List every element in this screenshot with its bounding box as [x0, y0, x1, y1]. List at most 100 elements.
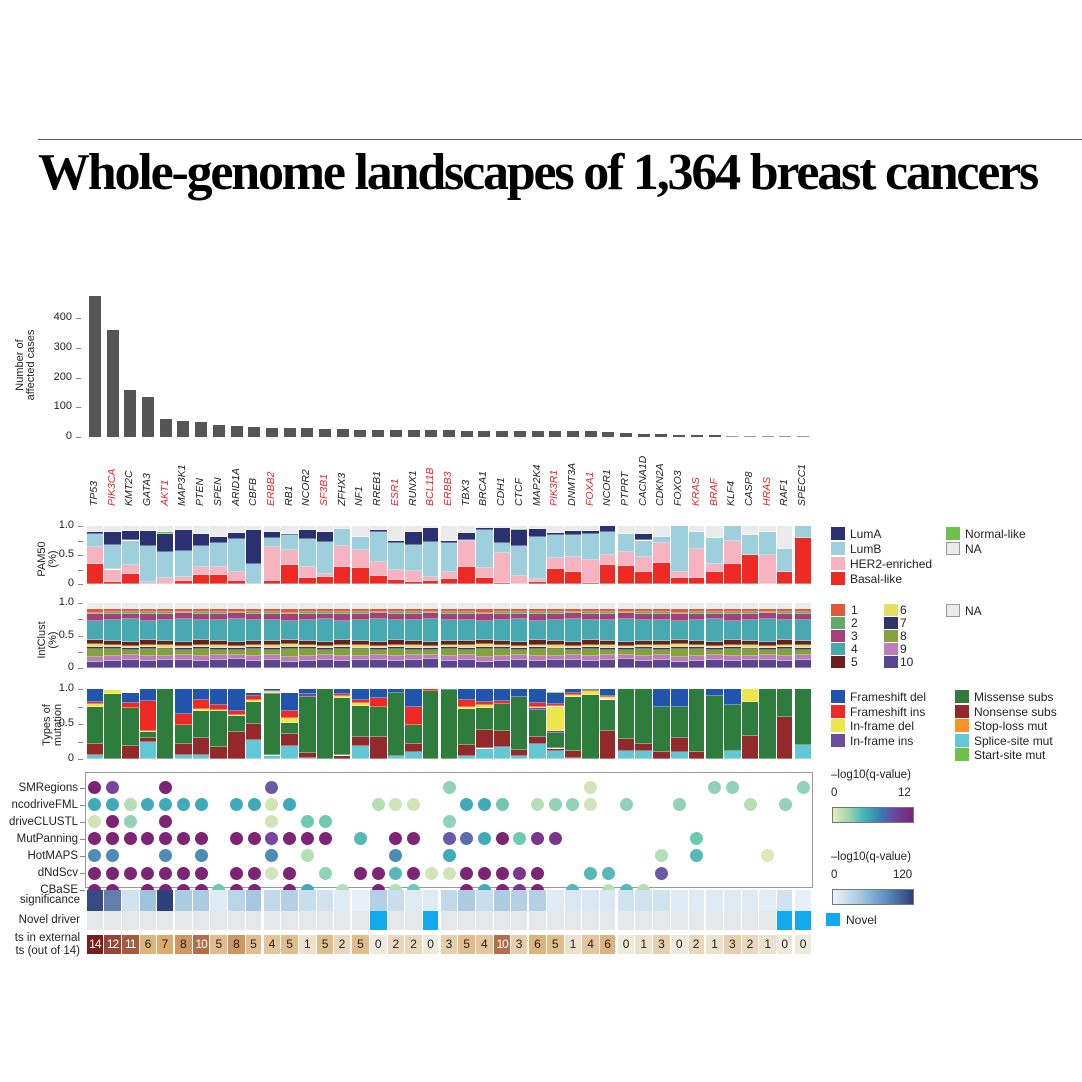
intclust-segment — [298, 612, 316, 614]
intclust-segment — [794, 603, 812, 609]
intclust-segment — [387, 640, 405, 645]
intclust-segment — [511, 603, 527, 609]
intclust-segment — [104, 655, 121, 661]
method-dot — [88, 866, 102, 880]
intclust-segment — [688, 612, 704, 614]
bar-klf4 — [726, 435, 739, 437]
mutation-segment — [600, 697, 616, 700]
intclust-legend-label: 3 — [851, 629, 858, 643]
pam50-ytick-mark — [78, 555, 83, 556]
mutation-segment — [546, 706, 564, 731]
gene-label-akt1: AKT1 — [158, 479, 171, 506]
pam50-segment — [670, 578, 688, 584]
mutation-segment — [352, 705, 369, 738]
intclust-segment — [600, 613, 616, 620]
intclust-segment — [281, 639, 298, 645]
mutation-segment — [546, 704, 564, 707]
intclust-segment — [369, 611, 387, 614]
method-dot — [584, 798, 598, 812]
pam50-segment — [104, 569, 121, 583]
method-dot — [318, 815, 332, 829]
bar-cbfb — [248, 427, 261, 437]
intclust-segment — [600, 647, 616, 650]
mutation-segment — [440, 690, 458, 759]
mutation-segment — [387, 689, 405, 693]
pam50-segment — [86, 533, 104, 547]
mutation-legend-missense-subs-swatch — [955, 690, 969, 703]
intclust-segment — [139, 656, 157, 662]
mutation-segment — [440, 689, 458, 691]
mutation-segment — [263, 693, 281, 756]
method-tick — [80, 873, 85, 875]
intclust-segment — [529, 648, 546, 657]
intclust-segment — [670, 603, 688, 610]
intclust-legend-swatch — [884, 630, 898, 642]
mutation-segment — [281, 710, 298, 719]
intclust-segment — [334, 640, 350, 645]
intclust-segment — [228, 659, 245, 668]
novel-driver-cell — [405, 911, 422, 930]
pam50-segment — [316, 531, 334, 543]
method-dot — [141, 798, 155, 812]
pam50-segment — [493, 552, 511, 583]
mutation-segment — [405, 752, 422, 759]
pam50-segment — [600, 531, 616, 555]
mutation-legend-stop-loss-mut-swatch — [955, 719, 969, 732]
intclust-segment — [104, 647, 121, 650]
intclust-segment — [759, 619, 777, 642]
pam50-segment — [564, 526, 582, 532]
method-dot — [247, 866, 261, 880]
bar-ptprt — [620, 433, 633, 437]
bar-erbb2 — [265, 428, 278, 437]
external-count-cell: 0 — [369, 935, 387, 954]
method-dot — [353, 866, 367, 880]
intclust-segment — [104, 640, 121, 646]
mutation-segment — [777, 689, 793, 717]
intclust-segment — [263, 647, 281, 650]
intclust-segment — [759, 641, 777, 646]
mutation-segment — [617, 738, 635, 751]
intclust-segment — [440, 603, 458, 610]
intclust-segment — [157, 612, 173, 614]
gene-label-casp8: CASP8 — [743, 471, 756, 506]
intclust-segment — [281, 614, 298, 621]
mutation-segment — [104, 690, 121, 694]
intclust-ytick-mark — [78, 668, 83, 669]
intclust-segment — [352, 603, 369, 610]
intclust-segment — [139, 620, 157, 641]
intclust-segment — [263, 655, 281, 661]
gene-label-rb1: RB1 — [282, 485, 295, 506]
intclust-segment — [688, 613, 704, 621]
external-counts-label: ts in external ts (out of 14) — [15, 932, 80, 958]
intclust-segment — [777, 603, 793, 610]
pam50-segment — [121, 574, 139, 584]
intclust-segment — [298, 660, 316, 668]
bar-cacna1d — [637, 434, 650, 437]
intclust-segment — [245, 609, 262, 613]
intclust-segment — [175, 619, 192, 642]
qvalue-large-min: 0 — [831, 869, 838, 881]
external-count-cell: 3 — [440, 935, 458, 954]
pam50-segment — [511, 576, 527, 584]
intclust-segment — [210, 647, 228, 650]
significance-cell — [440, 890, 458, 911]
external-count-cell: 6 — [139, 935, 157, 954]
intclust-segment — [723, 661, 741, 668]
mutation-segment — [228, 716, 245, 733]
pam50-segment — [741, 526, 759, 535]
external-count-cell: 6 — [529, 935, 546, 954]
method-dot — [654, 866, 668, 880]
intclust-segment — [228, 648, 245, 650]
intclust-segment — [617, 645, 635, 649]
mutation-legend-frameshift-ins-swatch — [831, 704, 845, 718]
intclust-segment — [582, 620, 599, 641]
pam50-segment — [617, 526, 635, 535]
intclust-segment — [139, 614, 157, 621]
intclust-segment — [706, 647, 723, 650]
intclust-segment — [670, 661, 688, 668]
intclust-segment — [104, 613, 121, 621]
pam50-segment — [334, 528, 350, 547]
method-dot — [318, 866, 332, 880]
mutation-segment — [706, 696, 723, 759]
significance-cell — [564, 890, 582, 911]
